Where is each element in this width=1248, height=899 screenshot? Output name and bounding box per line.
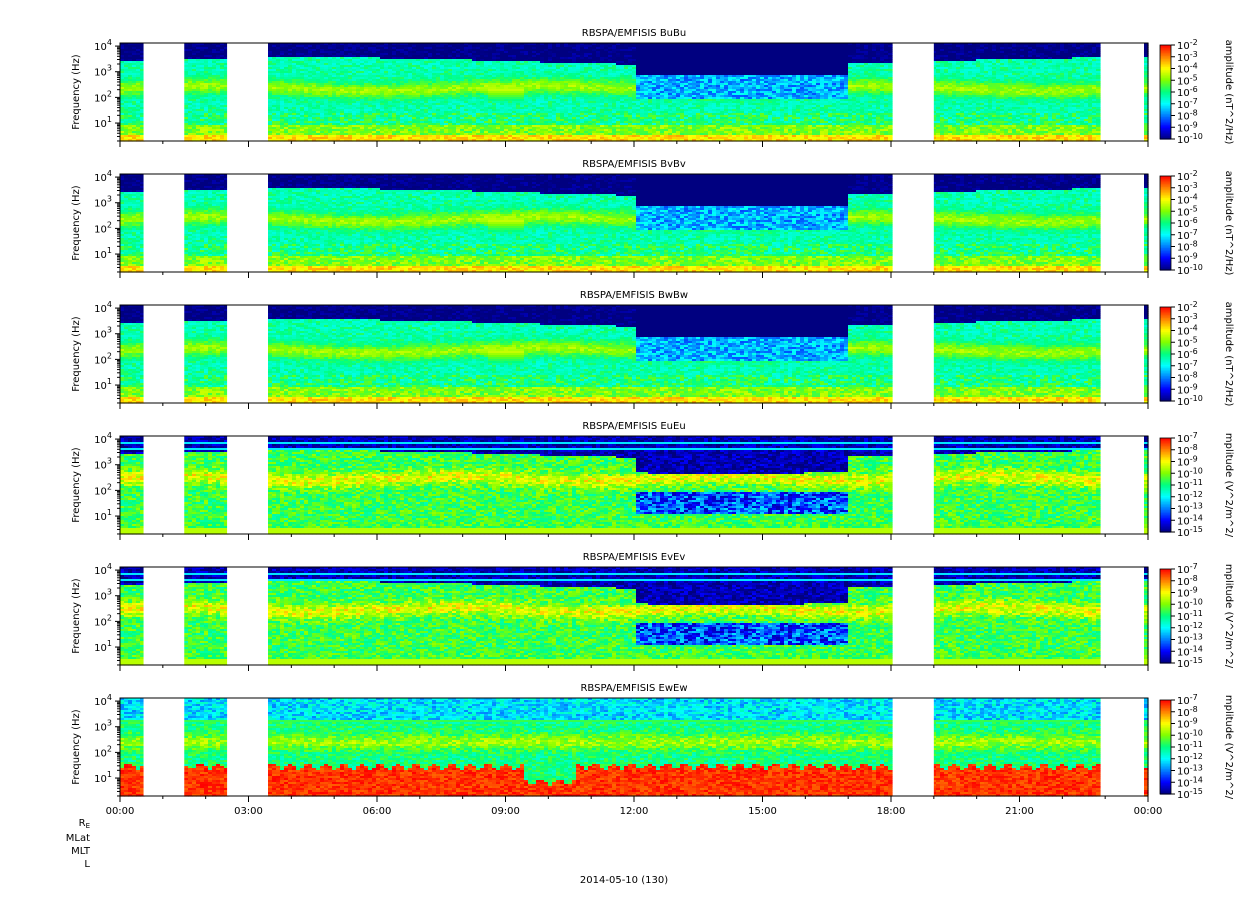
spectrogram-panel-1: RBSPA/EMFISIS BuBuFrequency (Hz) 10110210… (71, 28, 1234, 147)
